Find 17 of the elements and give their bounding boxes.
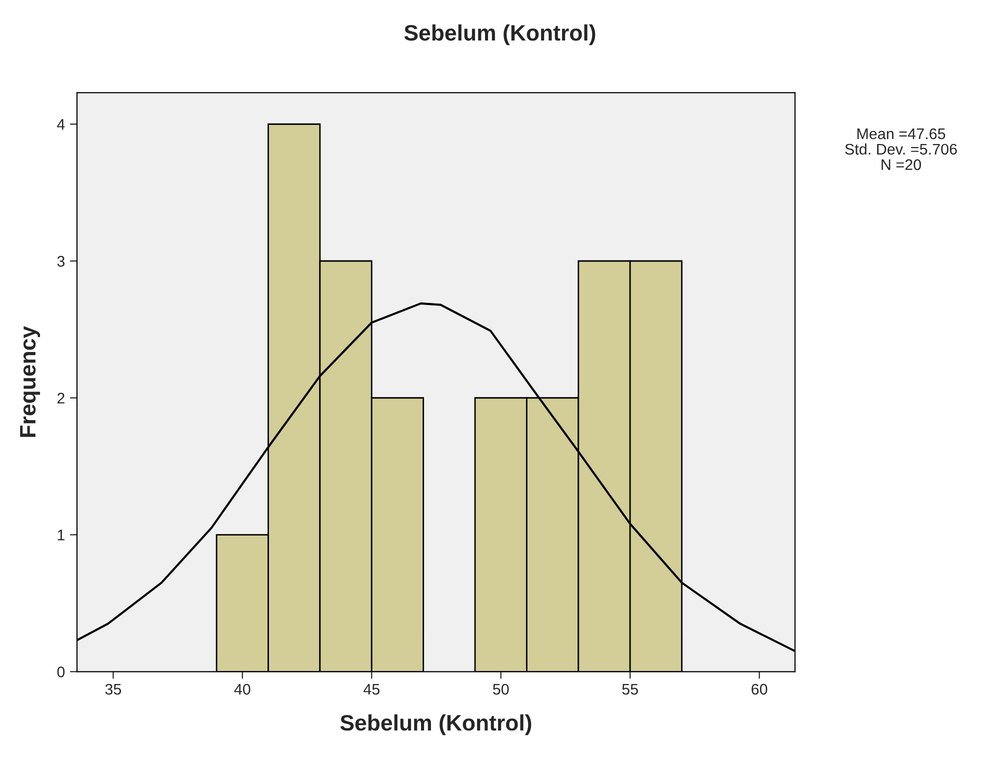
y-tick-label: 2 [57, 392, 64, 404]
text: Mean =47.65 [857, 128, 946, 140]
y-axis-title: Frequency [20, 326, 40, 437]
x-tick-label: 60 [752, 684, 768, 695]
x-tick-label: 55 [622, 684, 638, 695]
text: Std. Dev. =5.706 [845, 143, 957, 155]
y-tick-label: 4 [57, 119, 65, 130]
x-tick-label: 45 [364, 684, 380, 695]
x-axis-title: Sebelum (Kontrol) [340, 714, 532, 736]
y-tick-label: 1 [58, 530, 64, 540]
y-tick-label: 0 [57, 666, 65, 678]
text: N =20 [882, 159, 921, 170]
x-tick-label: 50 [492, 684, 509, 695]
y-tick-label: 3 [57, 256, 65, 267]
x-tick-label: 35 [105, 684, 122, 695]
x-tick-label: 40 [234, 684, 250, 695]
chart-title: Sebelum (Kontrol) [404, 24, 596, 46]
